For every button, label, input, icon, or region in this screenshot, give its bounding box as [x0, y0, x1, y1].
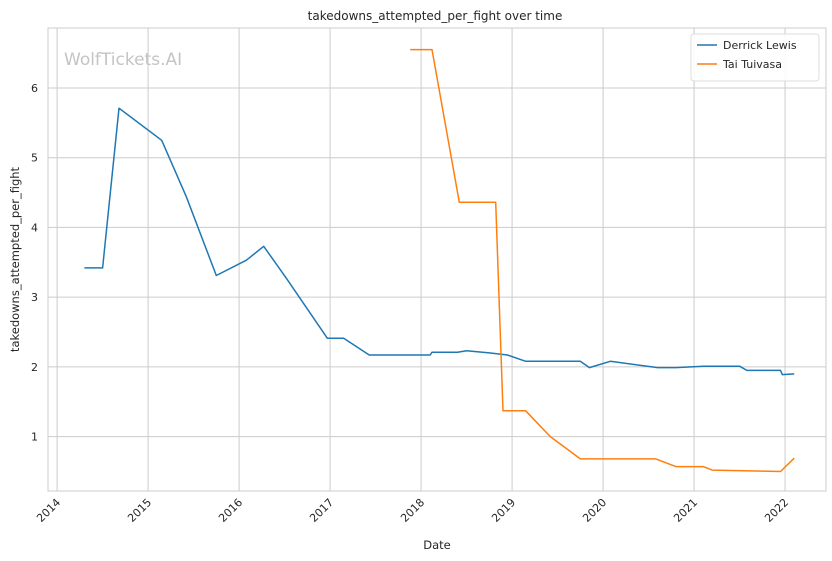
- y-tick-label: 3: [31, 291, 38, 304]
- legend: Derrick Lewis Tai Tuivasa: [691, 34, 819, 81]
- x-tick-label: 2020: [580, 496, 609, 525]
- y-tick-label: 5: [31, 152, 38, 165]
- legend-label: Tai Tuivasa: [722, 58, 782, 71]
- chart-title: takedowns_attempted_per_fight over time: [308, 9, 563, 23]
- series-line-0: [84, 108, 794, 374]
- x-tick-label: 2018: [398, 496, 427, 525]
- x-tick-label: 2015: [125, 496, 154, 525]
- y-tick-label: 4: [31, 221, 38, 234]
- x-axis-ticks: 2014 2015 2016 2017 2018 2019 2020 2021 2022: [34, 496, 791, 525]
- series-line-1: [410, 50, 794, 472]
- watermark-text: WolfTickets.AI: [64, 50, 182, 70]
- x-tick-label: 2017: [307, 496, 336, 525]
- x-tick-label: 2016: [216, 496, 245, 525]
- y-axis-label: takedowns_attempted_per_fight: [8, 166, 22, 352]
- y-tick-label: 6: [31, 82, 38, 95]
- plot-area: [48, 28, 826, 491]
- x-tick-label: 2014: [34, 496, 63, 525]
- y-tick-label: 2: [31, 361, 38, 374]
- legend-label: Derrick Lewis: [723, 39, 797, 52]
- x-tick-label: 2019: [489, 496, 518, 525]
- y-axis-ticks: 1 2 3 4 5 6: [31, 82, 38, 444]
- x-tick-label: 2022: [762, 496, 791, 525]
- series-layer: [84, 50, 794, 472]
- grid: [48, 28, 826, 491]
- y-tick-label: 1: [31, 431, 38, 444]
- x-tick-label: 2021: [671, 496, 700, 525]
- x-axis-label: Date: [423, 538, 451, 552]
